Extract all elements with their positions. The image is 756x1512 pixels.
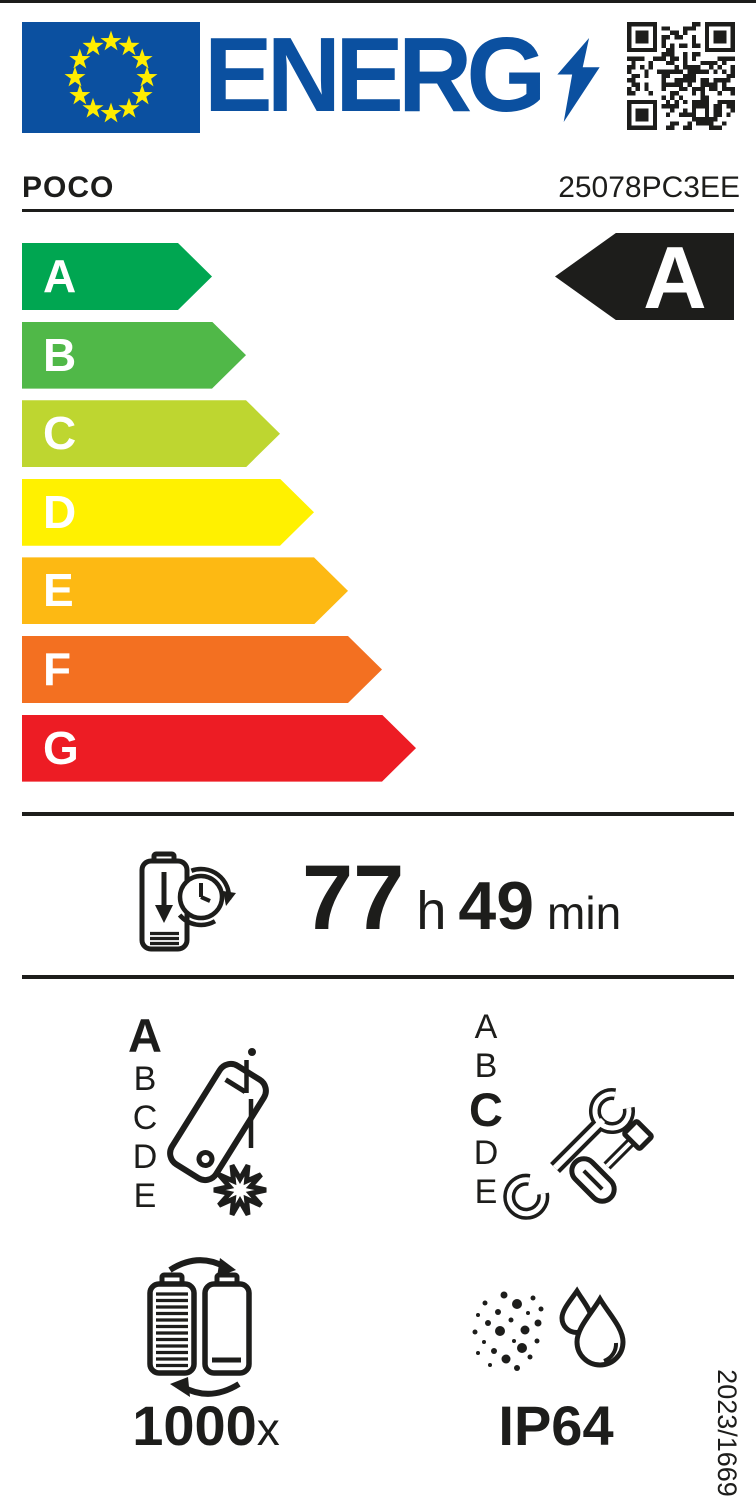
scale-arrow-e: E [22,557,348,624]
fall-class-a: A [128,1009,162,1062]
cycles-number: 1000 [132,1394,257,1457]
scale-letter-c: C [43,407,77,460]
energ-logo-text: ENERG [204,16,546,134]
eu-stars [64,30,158,123]
energy-lightning-icon [557,38,600,122]
scale-letter-a: A [43,250,77,302]
scale-letter-f: F [43,643,72,695]
scale-letter-b: B [43,328,77,381]
endurance-minutes-unit: min [547,887,622,939]
scale-arrow-a: A [22,243,212,310]
energy-rating-arrow: A [555,233,734,320]
eu-flag [22,22,200,133]
scale-arrow-f: F [22,636,382,703]
battery-discharge-clock-icon [139,851,236,952]
scale-arrow-g: G [22,715,416,782]
cycles-unit: x [256,1403,280,1455]
top-border [0,0,756,3]
scale-letter-g: G [43,721,79,774]
falling-phone-icon [167,1048,269,1216]
scale-letter-e: E [43,564,74,617]
fall-class-c: C [132,1099,158,1137]
regulation-number: 2023/1669 [712,1369,742,1497]
ip-rating: IP64 [498,1394,614,1457]
water-drops [559,1286,626,1368]
energy-rating-letter: A [643,228,707,327]
fall-class-b: B [133,1060,157,1098]
endurance-hours: 77 [302,847,405,949]
repair-class-c: C [469,1083,503,1136]
battery-cycles-icon [147,1257,252,1397]
repair-class-e: E [474,1173,498,1211]
repair-class-d: D [473,1134,499,1172]
brand-name: POCO [22,171,115,204]
endurance-minutes: 49 [458,868,535,944]
battery-endurance-value: 77 h 49 min [302,846,621,951]
section-divider-2 [22,975,734,979]
repair-class-a: A [474,1008,498,1046]
battery-cycles-value: 1000x [96,1398,316,1457]
dust-particles [472,1291,544,1371]
scale-letter-d: D [43,485,77,538]
endurance-hours-unit: h [416,881,447,941]
section-divider-1 [22,812,734,816]
repair-class-b: B [474,1047,498,1085]
model-number: 25078PC3EE [558,171,740,204]
qr-code [627,22,735,130]
header-divider [22,209,734,212]
repair-tools-icon [503,1088,654,1220]
fall-class-d: D [132,1138,158,1176]
scale-arrow-b: B [22,322,246,389]
scale-arrow-d: D [22,479,314,546]
dust-water-icon [472,1286,626,1371]
fall-class-e: E [133,1177,157,1215]
scale-arrow-c: C [22,400,280,467]
